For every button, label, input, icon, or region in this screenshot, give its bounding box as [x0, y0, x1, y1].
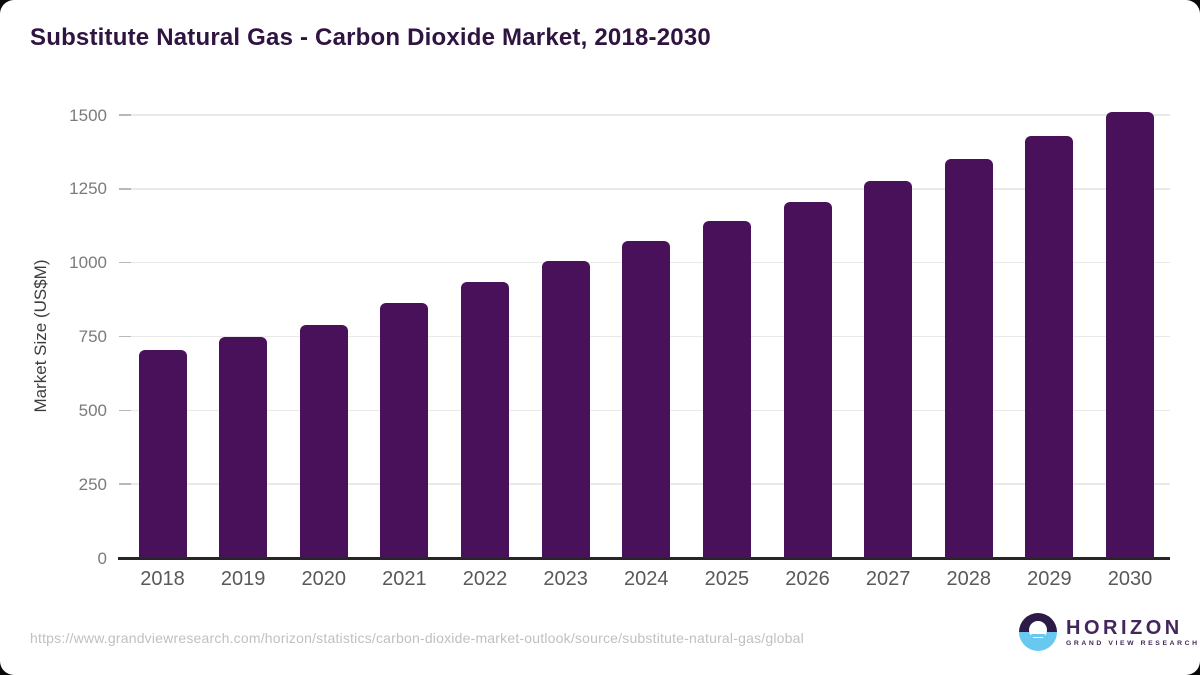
y-tick-1000 — [119, 261, 131, 264]
x-tick-label-2024: 2024 — [624, 568, 669, 590]
bar-2018 — [138, 349, 187, 558]
gridline-1250 — [131, 188, 1170, 190]
y-tick-label-500: 500 — [78, 400, 107, 420]
logo-sea-half — [1019, 632, 1057, 651]
horizon-logo-icon — [1019, 613, 1057, 651]
bar-2029 — [1025, 135, 1074, 558]
x-tick-label-2030: 2030 — [1107, 568, 1153, 590]
logo-sub-brand: GRAND VIEW RESEARCH — [1066, 639, 1200, 647]
bar-2030 — [1106, 112, 1154, 558]
x-tick-label-2026: 2026 — [785, 568, 830, 590]
logo-wave-stripe — [1031, 634, 1045, 637]
bar-2019 — [219, 336, 268, 558]
x-tick-label-2023: 2023 — [543, 568, 588, 590]
bar-2026 — [783, 202, 832, 558]
y-tick-1500 — [119, 114, 131, 116]
x-tick-label-2029: 2029 — [1027, 568, 1072, 590]
y-tick-label-1500: 1500 — [69, 105, 107, 125]
bar-2023 — [541, 261, 590, 558]
y-tick-250 — [119, 483, 131, 485]
bar-2027 — [864, 181, 913, 558]
x-tick-label-2028: 2028 — [946, 568, 992, 590]
y-tick-label-250: 250 — [78, 474, 107, 494]
y-tick-label-750: 750 — [78, 327, 107, 346]
bar-2021 — [380, 302, 429, 558]
bar-2025 — [702, 221, 751, 558]
x-tick-label-2027: 2027 — [865, 568, 911, 590]
x-tick-label-2020: 2020 — [301, 568, 347, 590]
x-tick-label-2025: 2025 — [704, 568, 750, 590]
bar-2022 — [461, 281, 509, 558]
x-axis-line — [118, 557, 1170, 560]
horizon-logo: HORIZON GRAND VIEW RESEARCH — [1019, 613, 1200, 651]
logo-text: HORIZON GRAND VIEW RESEARCH — [1066, 618, 1200, 647]
y-tick-label-1000: 1000 — [69, 253, 107, 273]
y-tick-label-1250: 1250 — [69, 179, 107, 199]
x-tick-label-2021: 2021 — [382, 568, 427, 590]
logo-wave-stripe — [1033, 638, 1043, 641]
source-url: https://www.grandviewresearch.com/horizo… — [30, 630, 804, 646]
y-tick-1250 — [119, 188, 131, 190]
chart-title: Substitute Natural Gas - Carbon Dioxide … — [30, 24, 711, 51]
x-tick-label-2019: 2019 — [220, 568, 266, 590]
x-tick-label-2018: 2018 — [140, 568, 185, 590]
y-tick-label-0: 0 — [97, 548, 107, 568]
y-tick-500 — [119, 409, 131, 412]
gridline-1500 — [131, 114, 1170, 116]
bar-2024 — [622, 240, 671, 558]
y-tick-750 — [119, 335, 131, 338]
bar-2020 — [299, 324, 348, 558]
logo-brand-name: HORIZON — [1066, 616, 1183, 639]
x-tick-label-2022: 2022 — [462, 568, 508, 590]
bar-2028 — [944, 159, 993, 558]
